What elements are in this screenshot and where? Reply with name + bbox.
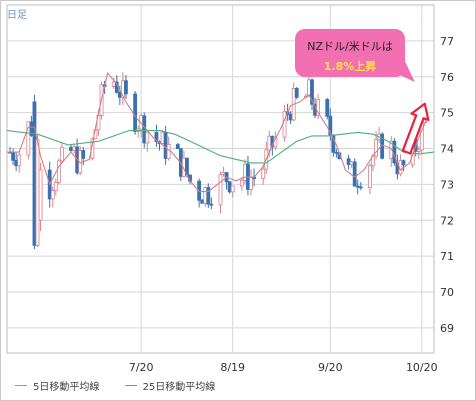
candle-down — [142, 115, 147, 144]
candle-down — [206, 187, 211, 205]
candle-down — [346, 158, 351, 166]
candle-up — [17, 154, 22, 167]
candle-up — [218, 173, 223, 206]
candle-down — [294, 88, 299, 98]
candle-down — [352, 161, 357, 187]
legend-item-ma25: 25日移動平均線 — [124, 378, 216, 393]
y-tick-label: 75 — [440, 107, 454, 120]
candle-up — [38, 169, 43, 221]
candle-down — [69, 146, 73, 151]
candle-up — [56, 160, 61, 183]
candle-down — [124, 80, 128, 95]
series-ma5-line — [7, 72, 429, 193]
candle-up — [53, 182, 58, 192]
annotation-callout: NZドル/米ドルは 1.8%上昇 — [295, 29, 405, 77]
y-tick-label: 70 — [440, 286, 454, 299]
y-tick-label: 73 — [440, 178, 454, 191]
candle-up — [267, 135, 272, 151]
x-tick-label: 10/20 — [406, 361, 438, 374]
candle-up — [60, 146, 64, 162]
candle-down — [133, 93, 138, 132]
series-ma25-line — [6, 130, 435, 164]
candle-up — [145, 132, 150, 144]
x-tick-label: 7/20 — [129, 361, 154, 374]
candle-up — [374, 139, 378, 157]
candle-down — [11, 152, 16, 161]
y-tick-label: 71 — [440, 250, 454, 263]
legend-swatch-ma25 — [124, 385, 137, 386]
candle-up — [316, 99, 321, 116]
candle-down — [209, 203, 214, 206]
candle-up — [35, 138, 40, 246]
candle-down — [310, 79, 314, 105]
annotation-line1: NZドル/米ドルは — [307, 40, 393, 53]
candle-up — [230, 185, 235, 193]
candle-up — [239, 179, 244, 187]
candle-up — [349, 161, 354, 166]
candle-up — [368, 165, 372, 189]
candle-up — [50, 190, 55, 200]
y-tick-label: 72 — [440, 214, 454, 227]
legend-item-ma5: 5日移動平均線 — [15, 378, 99, 393]
candle-down — [334, 151, 339, 154]
candle-down — [32, 101, 37, 246]
legend-swatch-ma5 — [15, 385, 27, 386]
y-tick-label: 76 — [440, 71, 454, 84]
candle-down — [325, 99, 330, 117]
candle-up — [203, 187, 208, 204]
candle-up — [261, 168, 266, 179]
candle-up — [26, 121, 31, 156]
rise-arrow — [401, 102, 430, 155]
candle-down — [355, 185, 360, 188]
candle-up — [416, 149, 421, 152]
candle-up — [160, 131, 165, 144]
legend-label-ma5: 5日移動平均線 — [33, 382, 100, 393]
candle-down — [288, 114, 293, 121]
candle-up — [307, 79, 311, 97]
candle-down — [154, 132, 159, 142]
candle-down — [227, 181, 232, 193]
candle-down — [175, 144, 180, 149]
candle-up — [111, 81, 116, 87]
period-label: 日足 — [7, 10, 27, 21]
candle-up — [221, 172, 226, 175]
candle-down — [200, 199, 205, 204]
candle-up — [166, 144, 171, 159]
candle-down — [358, 186, 363, 189]
y-tick-label: 69 — [440, 322, 454, 335]
legend-label-ma25: 25日移動平均線 — [142, 382, 216, 393]
y-tick-label: 74 — [440, 143, 454, 156]
candle-up — [90, 138, 95, 159]
x-tick-label: 8/19 — [220, 361, 245, 374]
candle-down — [117, 92, 122, 98]
candle-up — [72, 146, 76, 151]
x-tick-label: 9/20 — [318, 361, 343, 374]
candle-down — [401, 160, 406, 166]
annotation-line2: 1.8%上昇 — [323, 60, 377, 73]
candle-down — [14, 159, 19, 167]
legend: 5日移動平均線 25日移動平均線 — [15, 378, 237, 393]
candle-up — [282, 111, 287, 138]
candle-down — [163, 131, 168, 159]
candle-up — [249, 176, 253, 190]
candle-down — [81, 150, 86, 159]
y-tick-label: 77 — [440, 35, 454, 48]
